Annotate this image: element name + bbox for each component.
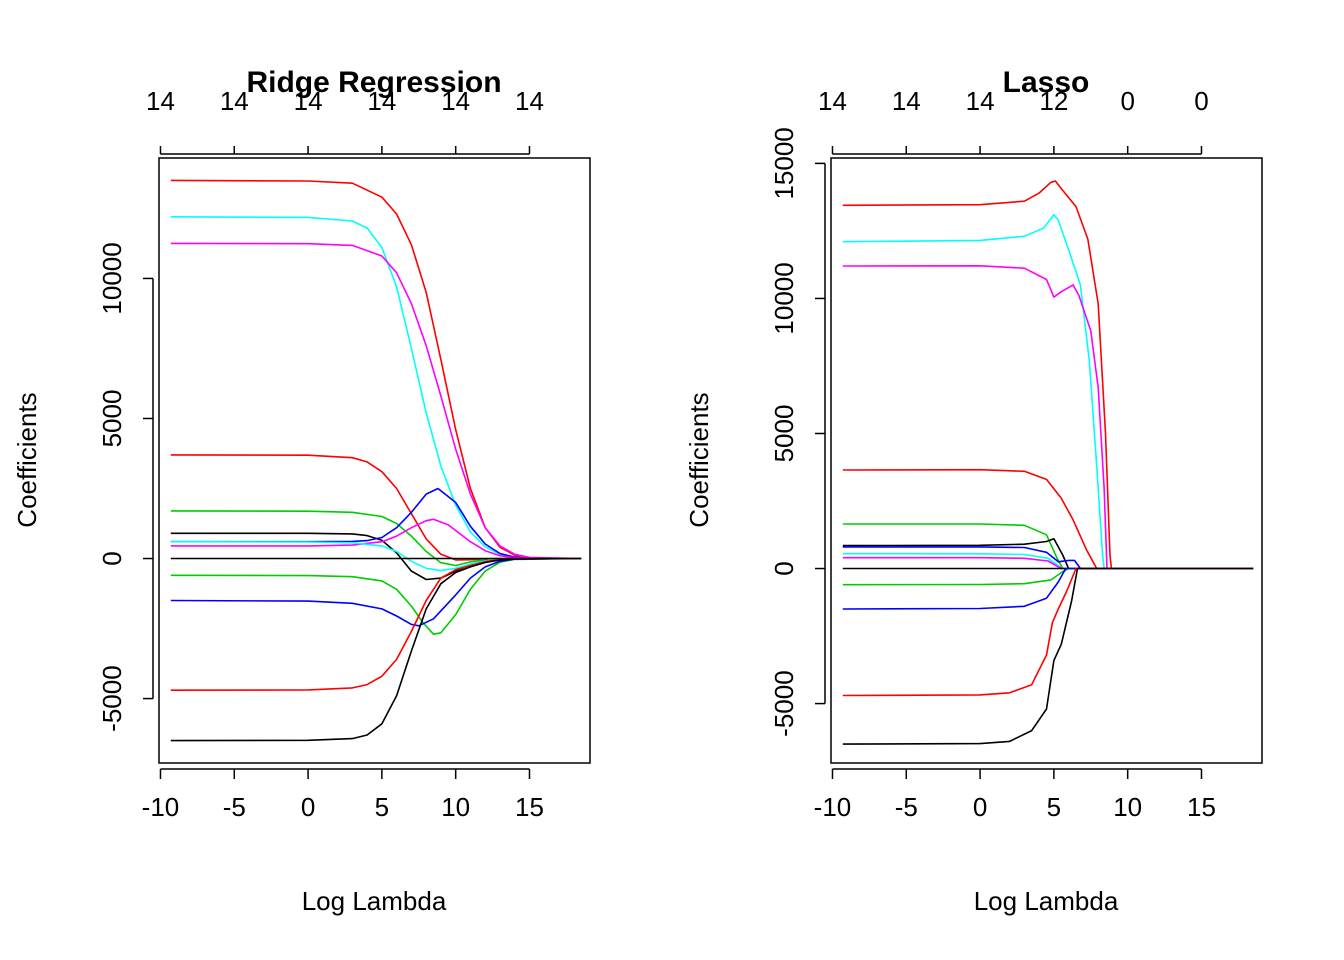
lasso-series-line-11 [842, 567, 1254, 610]
ridge-y-tick-label: 5000 [97, 390, 127, 448]
ridge-x-tick-label: 5 [375, 792, 389, 822]
ridge-title: Ridge Regression [246, 66, 501, 99]
lasso-top-tick-label: 0 [1120, 86, 1134, 116]
lasso-y-tick-label: 5000 [769, 405, 799, 463]
lasso-series-line-6 [842, 546, 1254, 570]
ridge-top-tick-label: 14 [367, 86, 396, 116]
ridge-y-tick-label: 10000 [97, 242, 127, 314]
lasso-x-tick-label: 0 [973, 792, 987, 822]
ridge-x-tick-label: -5 [223, 792, 246, 822]
ridge-top-tick-label: 14 [220, 86, 249, 116]
lasso-ylabel: Coefficients [684, 392, 714, 527]
lasso-series-line-0 [842, 180, 1254, 570]
ridge-top-tick-label: 14 [441, 86, 470, 116]
lasso-title: Lasso [1003, 66, 1090, 99]
ridge-xlabel: Log Lambda [302, 886, 447, 916]
lasso-xlabel: Log Lambda [974, 886, 1119, 916]
ridge-x-tick-label: 0 [301, 792, 315, 822]
lasso-series-line-5 [842, 538, 1254, 570]
ridge-plot-area: -10 -5 0 5 10 15 14 14 14 14 14 14 -5000 0 5000 10000 [97, 86, 591, 822]
lasso-series-line-13 [842, 567, 1254, 745]
lasso-y-tick-label: 15000 [769, 127, 799, 199]
ridge-top-tick-label: 14 [515, 86, 544, 116]
lasso-x-tick-label: 10 [1113, 792, 1142, 822]
lasso-top-tick-label: 14 [818, 86, 847, 116]
lasso-series-line-3 [842, 468, 1254, 570]
ridge-x-tick-label: 10 [441, 792, 470, 822]
lasso-top-tick-label: 12 [1039, 86, 1068, 116]
ridge-top-tick-label: 14 [146, 86, 175, 116]
lasso-panel: Lasso Log Lambda Coefficients -10 -5 0 5 10 1… [684, 66, 1263, 916]
lasso-plot-area: -10 -5 0 5 10 15 14 14 14 12 0 0 -5000 0 5000 10000 1500… [769, 86, 1263, 822]
lasso-x-tick-label: 5 [1047, 792, 1061, 822]
ridge-top-tick-label: 14 [294, 86, 323, 116]
lasso-series-line-12 [842, 567, 1254, 697]
ridge-y-tick-label: 0 [97, 551, 127, 565]
ridge-y-tick-label: -5000 [97, 665, 127, 732]
lasso-y-tick-label: 0 [769, 561, 799, 575]
lasso-y-tick-label: -5000 [769, 670, 799, 737]
ridge-x-tick-label: 15 [515, 792, 544, 822]
lasso-top-tick-label: 0 [1194, 86, 1208, 116]
lasso-x-tick-label: -10 [814, 792, 852, 822]
ridge-panel: Ridge Regression Log Lambda Coefficients… [12, 66, 591, 916]
lasso-plot-frame [830, 157, 1263, 764]
ridge-plot-frame [158, 157, 591, 764]
ridge-series-line-6 [170, 487, 582, 560]
ridge-ylabel: Coefficients [12, 392, 42, 527]
ridge-series-line-11 [170, 557, 582, 627]
ridge-series-line-13 [170, 557, 582, 742]
lasso-x-tick-label: -5 [895, 792, 918, 822]
ridge-series-line-2 [170, 242, 582, 560]
ridge-series-line-10 [170, 557, 582, 635]
lasso-series-line-2 [842, 265, 1254, 570]
lasso-y-tick-label: 10000 [769, 262, 799, 334]
lasso-top-tick-label: 14 [966, 86, 995, 116]
lasso-top-tick-label: 14 [892, 86, 921, 116]
lasso-x-tick-label: 15 [1187, 792, 1216, 822]
ridge-x-tick-label: -10 [142, 792, 180, 822]
lasso-series-line-1 [842, 213, 1254, 570]
